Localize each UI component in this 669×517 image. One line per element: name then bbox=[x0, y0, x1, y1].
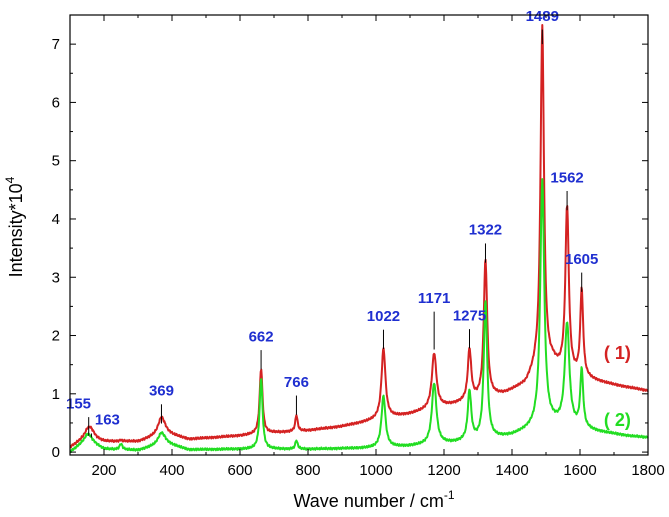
series-line-s2 bbox=[69, 178, 649, 453]
x-tick-label-1000: 1000 bbox=[359, 462, 392, 479]
x-tick-label-200: 200 bbox=[91, 462, 116, 479]
y-tick-label-0: 0 bbox=[52, 444, 60, 461]
y-tick-label-3: 3 bbox=[52, 269, 60, 286]
x-tick-label-1600: 1600 bbox=[563, 462, 596, 479]
y-tick-label-2: 2 bbox=[52, 328, 60, 345]
peak-label-1171: 1171 bbox=[418, 290, 451, 307]
legend-label-s1: ( 1) bbox=[604, 343, 631, 363]
y-tick-label-6: 6 bbox=[52, 94, 60, 111]
peak-label-1322: 1322 bbox=[469, 222, 502, 239]
y-tick-label-5: 5 bbox=[52, 153, 60, 170]
y-tick-label-4: 4 bbox=[52, 211, 60, 228]
x-tick-label-800: 800 bbox=[295, 462, 320, 479]
y-tick-label-7: 7 bbox=[52, 36, 60, 53]
x-tick-label-400: 400 bbox=[159, 462, 184, 479]
y-tick-label-1: 1 bbox=[52, 386, 60, 403]
series-line-s1 bbox=[69, 24, 649, 449]
axis-layer: 200 400 600 800 1000 1200 1400 1600 1800 0 1 2 3 4 5 6 7 bbox=[52, 14, 665, 479]
peak-label-369: 369 bbox=[149, 383, 174, 400]
peak-label-1489: 1489 bbox=[526, 8, 559, 25]
peak-label-1022: 1022 bbox=[367, 308, 400, 325]
legend-label-s2: ( 2) bbox=[604, 410, 631, 430]
peak-label-662: 662 bbox=[249, 328, 274, 345]
peak-label-1605: 1605 bbox=[565, 251, 598, 268]
y-axis-title: Intensity*104 bbox=[3, 176, 26, 277]
peak-label-155: 155 bbox=[66, 395, 91, 412]
peak-label-766: 766 bbox=[284, 374, 309, 391]
peak-label-1562: 1562 bbox=[550, 169, 583, 186]
series-layer: ( 1) ( 2) bbox=[69, 24, 649, 453]
peak-label-1275: 1275 bbox=[453, 307, 486, 324]
x-tick-label-1400: 1400 bbox=[495, 462, 528, 479]
y-axis-title-text: Intensity*10 bbox=[6, 183, 26, 277]
x-axis-title: Wave number / cm-1 bbox=[293, 488, 454, 511]
x-axis-title-text: Wave number / cm bbox=[293, 491, 443, 511]
x-tick-label-1800: 1800 bbox=[631, 462, 664, 479]
plot-frame bbox=[69, 14, 649, 456]
x-axis-title-superscript: -1 bbox=[444, 488, 455, 502]
x-tick-label-600: 600 bbox=[227, 462, 252, 479]
x-tick-label-1200: 1200 bbox=[427, 462, 460, 479]
peak-label-163: 163 bbox=[95, 412, 120, 429]
y-axis-title-superscript: 4 bbox=[3, 176, 17, 183]
